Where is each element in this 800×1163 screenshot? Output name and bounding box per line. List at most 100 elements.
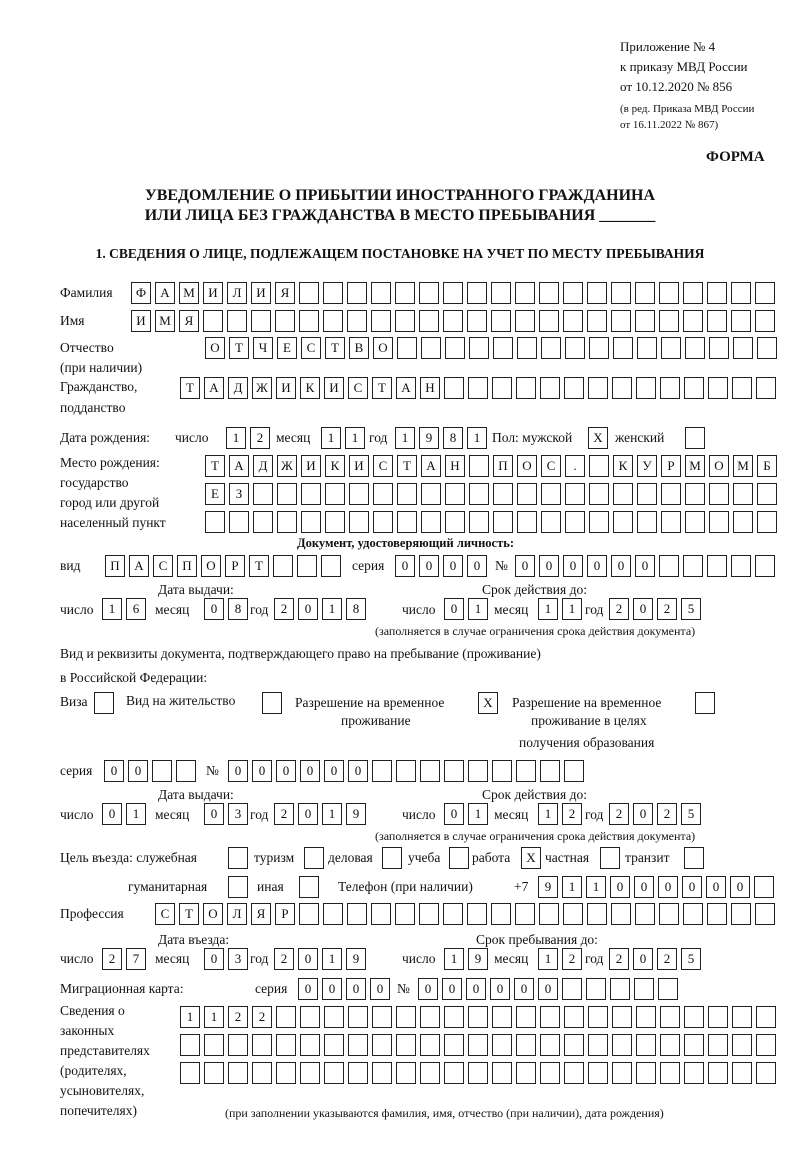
char-box[interactable] bbox=[659, 310, 679, 332]
char-box[interactable] bbox=[492, 1034, 512, 1056]
char-box[interactable]: 0 bbox=[635, 555, 655, 577]
checkbox[interactable] bbox=[695, 692, 715, 714]
char-box[interactable] bbox=[564, 377, 584, 399]
char-box[interactable]: 0 bbox=[298, 978, 318, 1000]
char-box[interactable] bbox=[564, 760, 584, 782]
char-box[interactable] bbox=[492, 377, 512, 399]
char-box[interactable] bbox=[564, 1006, 584, 1028]
char-box[interactable] bbox=[253, 483, 273, 505]
char-box[interactable] bbox=[707, 282, 727, 304]
char-box[interactable] bbox=[589, 511, 609, 533]
char-box[interactable] bbox=[709, 483, 729, 505]
char-box[interactable] bbox=[324, 1006, 344, 1028]
char-box[interactable] bbox=[444, 1034, 464, 1056]
char-box[interactable]: 7 bbox=[126, 948, 146, 970]
char-box[interactable] bbox=[251, 310, 271, 332]
char-box[interactable]: 3 bbox=[228, 948, 248, 970]
char-box[interactable] bbox=[300, 1034, 320, 1056]
char-box[interactable] bbox=[301, 483, 321, 505]
char-box[interactable] bbox=[731, 903, 751, 925]
char-box[interactable]: 1 bbox=[226, 427, 246, 449]
char-box[interactable] bbox=[684, 1062, 704, 1084]
char-box[interactable]: 0 bbox=[346, 978, 366, 1000]
char-box[interactable]: 0 bbox=[611, 555, 631, 577]
char-box[interactable]: П bbox=[493, 455, 513, 477]
char-box[interactable] bbox=[757, 337, 777, 359]
char-box[interactable] bbox=[589, 483, 609, 505]
char-box[interactable]: 1 bbox=[322, 598, 342, 620]
char-box[interactable] bbox=[444, 1062, 464, 1084]
char-box[interactable] bbox=[708, 1034, 728, 1056]
char-box[interactable]: М bbox=[179, 282, 199, 304]
char-box[interactable]: П bbox=[177, 555, 197, 577]
char-box[interactable] bbox=[541, 337, 561, 359]
char-box[interactable] bbox=[540, 1034, 560, 1056]
char-box[interactable]: С bbox=[541, 455, 561, 477]
char-box[interactable] bbox=[636, 377, 656, 399]
checkbox[interactable]: X bbox=[478, 692, 498, 714]
char-box[interactable]: 0 bbox=[348, 760, 368, 782]
char-box[interactable] bbox=[733, 483, 753, 505]
char-box[interactable] bbox=[205, 511, 225, 533]
char-box[interactable] bbox=[421, 511, 441, 533]
char-box[interactable] bbox=[732, 1034, 752, 1056]
char-box[interactable] bbox=[324, 1062, 344, 1084]
char-box[interactable]: Т bbox=[325, 337, 345, 359]
char-box[interactable] bbox=[493, 511, 513, 533]
char-box[interactable] bbox=[277, 511, 297, 533]
char-box[interactable]: О bbox=[373, 337, 393, 359]
char-box[interactable] bbox=[321, 555, 341, 577]
char-box[interactable] bbox=[660, 1062, 680, 1084]
char-box[interactable] bbox=[684, 1034, 704, 1056]
char-box[interactable] bbox=[733, 337, 753, 359]
char-box[interactable]: 8 bbox=[443, 427, 463, 449]
char-box[interactable] bbox=[661, 483, 681, 505]
char-box[interactable] bbox=[468, 377, 488, 399]
char-box[interactable]: В bbox=[349, 337, 369, 359]
char-box[interactable]: 1 bbox=[322, 803, 342, 825]
char-box[interactable]: 0 bbox=[633, 598, 653, 620]
char-box[interactable]: К bbox=[300, 377, 320, 399]
char-box[interactable]: Н bbox=[445, 455, 465, 477]
char-box[interactable] bbox=[612, 1006, 632, 1028]
checkbox[interactable] bbox=[94, 692, 114, 714]
char-box[interactable] bbox=[467, 282, 487, 304]
char-box[interactable] bbox=[396, 1062, 416, 1084]
char-box[interactable] bbox=[659, 555, 679, 577]
char-box[interactable]: 1 bbox=[204, 1006, 224, 1028]
char-box[interactable] bbox=[276, 1034, 296, 1056]
char-box[interactable] bbox=[658, 978, 678, 1000]
char-box[interactable]: 0 bbox=[682, 876, 702, 898]
char-box[interactable]: С bbox=[153, 555, 173, 577]
char-box[interactable] bbox=[491, 282, 511, 304]
char-box[interactable] bbox=[516, 1034, 536, 1056]
char-box[interactable]: А bbox=[229, 455, 249, 477]
char-box[interactable]: 0 bbox=[128, 760, 148, 782]
char-box[interactable]: А bbox=[421, 455, 441, 477]
char-box[interactable] bbox=[419, 903, 439, 925]
char-box[interactable] bbox=[323, 282, 343, 304]
char-box[interactable] bbox=[612, 377, 632, 399]
char-box[interactable]: Т bbox=[180, 377, 200, 399]
char-box[interactable] bbox=[563, 310, 583, 332]
char-box[interactable] bbox=[491, 310, 511, 332]
char-box[interactable] bbox=[732, 377, 752, 399]
char-box[interactable] bbox=[468, 1034, 488, 1056]
char-box[interactable] bbox=[444, 760, 464, 782]
char-box[interactable]: Е bbox=[277, 337, 297, 359]
char-box[interactable]: И bbox=[251, 282, 271, 304]
char-box[interactable]: 2 bbox=[609, 803, 629, 825]
char-box[interactable]: Р bbox=[225, 555, 245, 577]
char-box[interactable] bbox=[443, 282, 463, 304]
char-box[interactable]: 0 bbox=[322, 978, 342, 1000]
char-box[interactable] bbox=[685, 483, 705, 505]
char-box[interactable] bbox=[516, 1006, 536, 1028]
char-box[interactable]: 0 bbox=[563, 555, 583, 577]
char-box[interactable] bbox=[636, 1006, 656, 1028]
char-box[interactable]: 0 bbox=[298, 598, 318, 620]
char-box[interactable] bbox=[467, 903, 487, 925]
char-box[interactable]: 2 bbox=[657, 803, 677, 825]
char-box[interactable] bbox=[443, 903, 463, 925]
char-box[interactable] bbox=[299, 282, 319, 304]
char-box[interactable] bbox=[709, 337, 729, 359]
